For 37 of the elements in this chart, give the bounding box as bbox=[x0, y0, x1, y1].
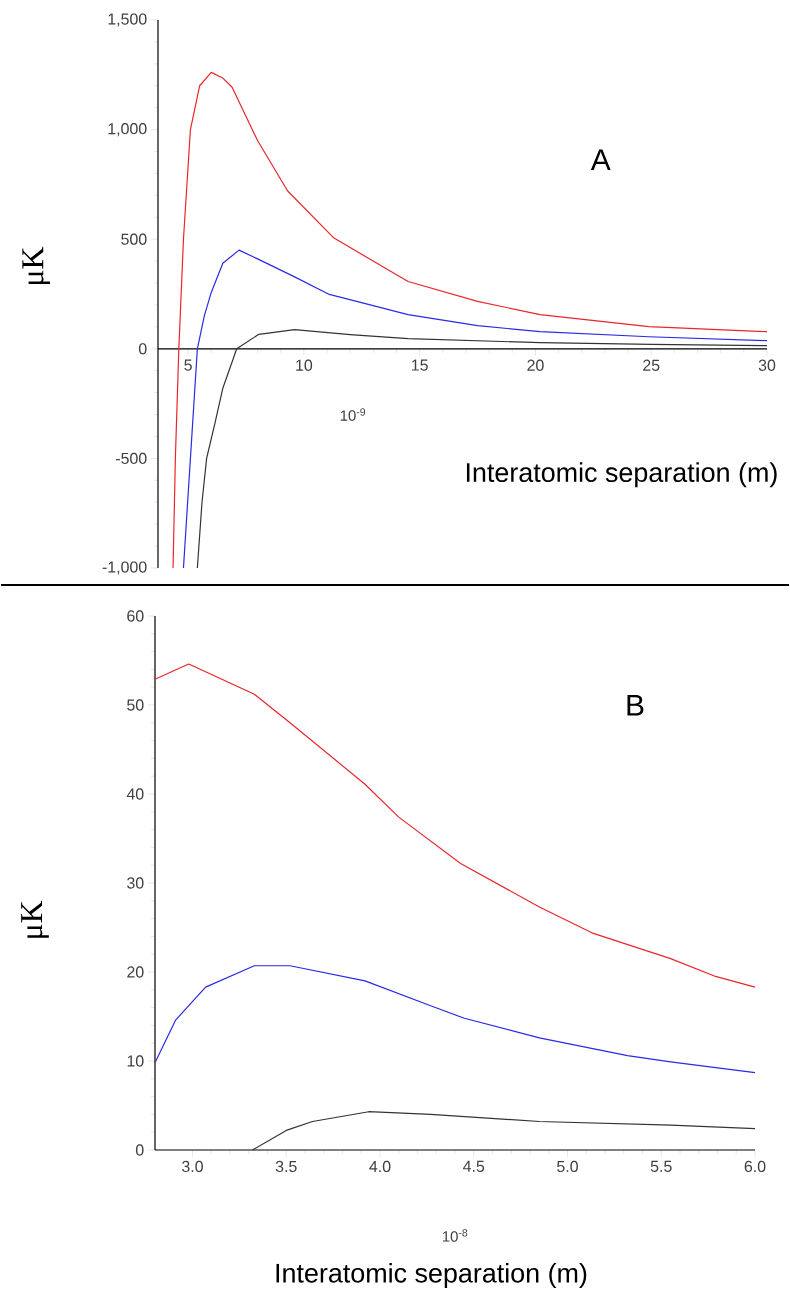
x-tick-label: 20 bbox=[527, 359, 544, 371]
y-axis-title: μK bbox=[21, 900, 49, 938]
x-tick-label: 15 bbox=[412, 359, 428, 371]
x-tick-label: 5.5 bbox=[650, 1160, 672, 1172]
y-tick-label: 30 bbox=[127, 877, 144, 889]
line-series bbox=[154, 663, 756, 988]
text: 10$^{-8}$ bbox=[442, 1229, 468, 1242]
y-tick-label: -500 bbox=[115, 452, 147, 465]
x-tick-label: 5 bbox=[184, 359, 192, 371]
x-tick-label: 3.0 bbox=[182, 1160, 203, 1173]
x-tick-label: 3.5 bbox=[275, 1160, 297, 1173]
annotation: 10$^{-9}$ bbox=[340, 408, 366, 421]
y-tick-label: 60 bbox=[127, 610, 144, 622]
x-axis-title: Interatomic separation (m) bbox=[276, 1262, 587, 1289]
y-tick-label: 1,500 bbox=[108, 13, 147, 27]
y-axis-title: μK bbox=[22, 246, 51, 285]
y-tick-label: -1,000 bbox=[102, 561, 147, 575]
y-tick-label: 0 bbox=[135, 1144, 144, 1156]
y-tick-label: 0 bbox=[138, 343, 147, 355]
y-tick-label: 10 bbox=[127, 1055, 144, 1067]
line-series bbox=[154, 965, 756, 1074]
x-tick-label: 10 bbox=[296, 359, 313, 371]
x-tick-label: 6.0 bbox=[744, 1160, 766, 1173]
x-tick-label: 4.0 bbox=[369, 1160, 391, 1173]
y-tick-label: 1,000 bbox=[108, 123, 147, 137]
line-series bbox=[251, 1111, 756, 1151]
y-tick-label: 500 bbox=[121, 233, 147, 245]
annotation: B bbox=[627, 694, 644, 716]
x-axis-title: Interatomic separation (m) bbox=[466, 462, 777, 488]
y-tick-label: 50 bbox=[127, 699, 144, 711]
x-tick-label: 30 bbox=[758, 359, 776, 371]
annotation: A bbox=[590, 149, 611, 171]
y-tick-label: 40 bbox=[126, 788, 144, 800]
x-tick-label: 5.0 bbox=[557, 1160, 578, 1173]
x-tick-label: 25 bbox=[643, 359, 660, 371]
x-tick-label: 4.5 bbox=[463, 1160, 485, 1172]
y-tick-label: 20 bbox=[127, 966, 144, 978]
